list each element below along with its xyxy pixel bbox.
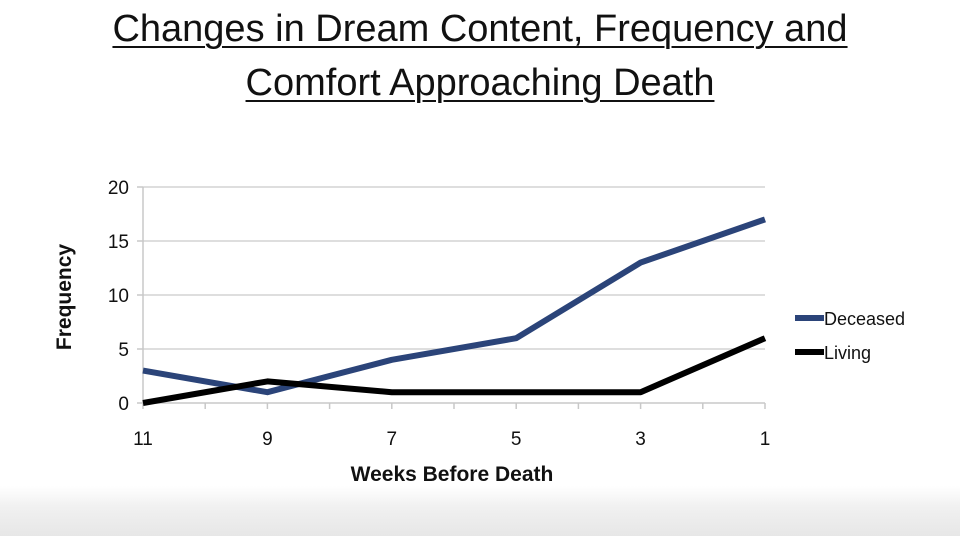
x-tick-label-5: 1 (760, 429, 771, 450)
series-line-living (142, 335, 767, 406)
x-tick-label-1: 9 (262, 429, 273, 450)
y-tick-label-1: 5 (118, 340, 129, 361)
chart-title-line-1: Changes in Dream Content, Frequency and (112, 8, 848, 50)
x-tick-label-4: 3 (635, 429, 646, 450)
legend-label-living: Living (824, 343, 871, 363)
series-line-deceased (142, 216, 766, 396)
y-tick-label-0: 0 (118, 394, 129, 415)
legend-label-deceased: Deceased (824, 309, 905, 329)
y-tick-label-4: 20 (108, 178, 129, 199)
chart-title: Changes in Dream Content, Frequency and … (0, 2, 960, 110)
y-axis-title: Frequency (53, 244, 76, 351)
y-tick-label-3: 15 (108, 232, 129, 253)
x-tick-label-3: 5 (511, 429, 522, 450)
x-axis-title: Weeks Before Death (351, 463, 554, 486)
y-tick-label-2: 10 (108, 286, 129, 307)
chart-title-line-2: Comfort Approaching Death (245, 62, 715, 104)
x-tick-label-2: 7 (387, 429, 398, 450)
x-tick-label-0: 11 (133, 429, 153, 450)
